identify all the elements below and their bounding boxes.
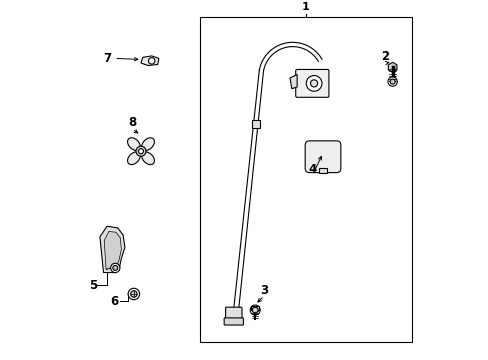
Ellipse shape — [142, 152, 154, 165]
Polygon shape — [100, 226, 124, 273]
Text: 1: 1 — [302, 2, 309, 12]
Circle shape — [389, 79, 394, 84]
Circle shape — [128, 288, 139, 300]
Text: 7: 7 — [103, 52, 111, 65]
Bar — [319, 168, 326, 172]
Text: 3: 3 — [260, 284, 267, 297]
Bar — [250, 306, 259, 310]
Ellipse shape — [127, 152, 140, 165]
Text: 2: 2 — [381, 50, 389, 63]
Polygon shape — [289, 75, 297, 89]
Polygon shape — [387, 62, 396, 72]
Text: 4: 4 — [307, 163, 316, 176]
Text: 5: 5 — [88, 279, 97, 292]
Ellipse shape — [142, 138, 154, 150]
Polygon shape — [141, 56, 159, 66]
Bar — [252, 120, 259, 128]
FancyBboxPatch shape — [295, 69, 328, 97]
Circle shape — [130, 291, 137, 297]
Text: 8: 8 — [128, 116, 136, 129]
FancyBboxPatch shape — [305, 141, 340, 172]
Circle shape — [110, 263, 120, 273]
Circle shape — [252, 307, 258, 313]
Circle shape — [113, 265, 118, 270]
FancyBboxPatch shape — [225, 307, 242, 320]
Circle shape — [310, 80, 317, 87]
Text: 6: 6 — [110, 294, 118, 307]
FancyBboxPatch shape — [224, 318, 243, 325]
Ellipse shape — [127, 138, 140, 150]
Circle shape — [250, 305, 260, 315]
Circle shape — [387, 77, 396, 86]
Circle shape — [136, 146, 146, 156]
Circle shape — [305, 76, 321, 91]
Circle shape — [138, 149, 143, 154]
Circle shape — [148, 58, 155, 64]
Polygon shape — [104, 231, 121, 269]
Bar — [200, 17, 411, 342]
